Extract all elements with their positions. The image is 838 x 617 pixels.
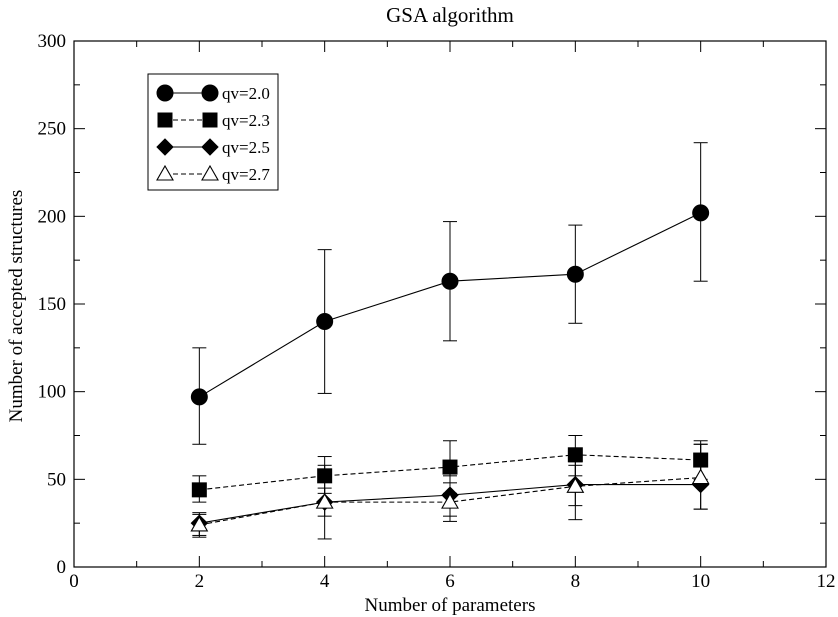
legend-marker (202, 112, 218, 128)
y-tick-label: 150 (38, 294, 67, 315)
legend-marker (201, 164, 219, 181)
x-tick-label: 2 (195, 571, 205, 592)
chart-title: GSA algorithm (386, 3, 514, 27)
y-tick-label: 300 (38, 31, 67, 52)
series-qv-2-0 (190, 142, 710, 445)
legend-marker (201, 138, 219, 156)
series-qv-2-3 (191, 435, 709, 503)
legend-marker (156, 84, 174, 102)
legend-label: qv=2.3 (222, 111, 270, 130)
x-axis-label: Number of parameters (365, 595, 536, 616)
y-tick-label: 100 (38, 382, 67, 403)
x-tick-label: 12 (817, 571, 836, 592)
data-point (441, 493, 459, 509)
data-point (315, 493, 334, 509)
legend-label: qv=2.0 (222, 84, 270, 103)
legend-marker (157, 112, 173, 128)
x-tick-label: 4 (320, 571, 330, 592)
legend: qv=2.0 qv=2.3 qv=2.5 qv=2.7 (147, 73, 279, 191)
legend-marker (156, 164, 174, 181)
x-tick-label: 6 (445, 571, 455, 592)
x-tick-label: 8 (571, 571, 581, 592)
legend-marker (156, 138, 174, 156)
data-point (316, 313, 334, 331)
data-point (566, 265, 584, 283)
data-point (692, 204, 710, 222)
data-point (191, 482, 207, 498)
legend-marker (201, 84, 219, 102)
plot-area: 0 2 4 6 8 10 12 0 50 100 150 200 250 300 (38, 31, 836, 592)
data-point (567, 447, 583, 463)
data-point (691, 468, 710, 485)
data-point (190, 515, 209, 532)
legend-label: qv=2.7 (222, 165, 270, 184)
y-tick-label: 50 (47, 469, 66, 490)
data-point (190, 388, 208, 406)
x-tick-label: 10 (691, 571, 710, 592)
y-tick-label: 0 (57, 557, 67, 578)
data-point (566, 477, 585, 493)
legend-label: qv=2.5 (222, 138, 270, 157)
data-point (441, 272, 459, 290)
series-qv-2-7 (190, 443, 710, 538)
x-tick-label: 0 (69, 571, 79, 592)
y-tick-label: 250 (38, 119, 67, 140)
y-tick-label: 200 (38, 206, 67, 227)
y-axis-label: Number of accepted structures (6, 190, 27, 423)
data-point (442, 459, 458, 475)
